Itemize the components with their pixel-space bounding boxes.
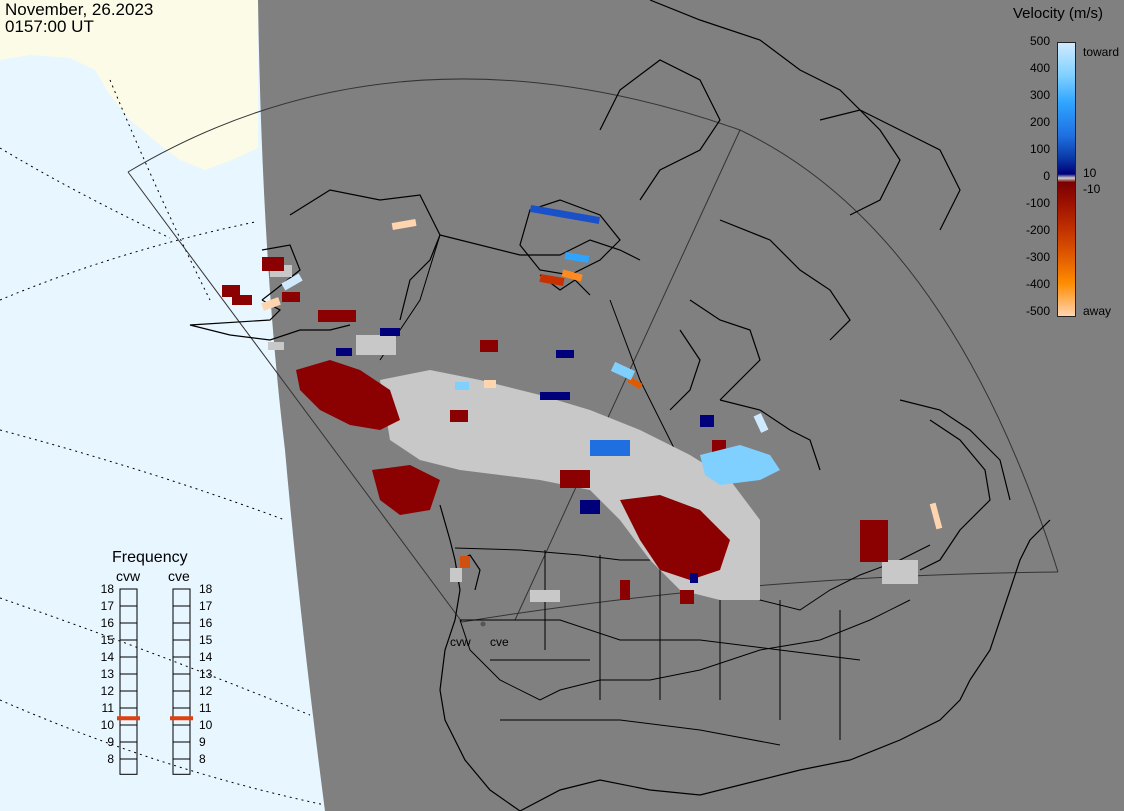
velocity-inner-label: -10 bbox=[1083, 182, 1101, 196]
frequency-tick-label: 8 bbox=[107, 752, 114, 766]
toward-velocity-echoes bbox=[281, 204, 780, 583]
velocity-tick: -200 bbox=[1025, 223, 1050, 237]
frequency-tick-label: 18 bbox=[100, 582, 114, 596]
frequency-tick-label: 15 bbox=[199, 633, 213, 647]
frequency-tick-label: 8 bbox=[199, 752, 206, 766]
frequency-tick-label: 11 bbox=[101, 701, 114, 715]
velocity-tick: -100 bbox=[1025, 196, 1050, 210]
frequency-tick-label: 10 bbox=[100, 718, 114, 732]
night-region bbox=[258, 0, 1124, 811]
velocity-tick: -500 bbox=[1025, 304, 1050, 318]
timestamp-time: 0157:00 UT bbox=[5, 17, 94, 36]
frequency-column bbox=[172, 588, 191, 775]
frequency-radar-cve: cve bbox=[168, 568, 190, 584]
radar-fov-outline bbox=[127, 78, 1059, 623]
frequency-column bbox=[119, 588, 138, 775]
frequency-tick-label: 14 bbox=[199, 650, 213, 664]
radar-site-marker bbox=[480, 621, 486, 627]
away-velocity-echoes bbox=[222, 218, 943, 604]
frequency-tick-label: 12 bbox=[100, 684, 114, 698]
frequency-radar-cvw: cvw bbox=[116, 568, 141, 584]
frequency-tick-label: 13 bbox=[199, 667, 213, 681]
frequency-tick-label: 14 bbox=[100, 650, 114, 664]
velocity-colorbar bbox=[1057, 42, 1076, 317]
velocity-inner-label: 10 bbox=[1083, 166, 1097, 180]
graticule bbox=[0, 79, 326, 806]
away-label: away bbox=[1083, 304, 1112, 318]
frequency-tick-label: 9 bbox=[199, 735, 206, 749]
coastlines bbox=[189, 0, 1051, 811]
frequency-title: Frequency bbox=[112, 549, 188, 566]
frequency-tick-label: 18 bbox=[199, 582, 213, 596]
velocity-tick: 400 bbox=[1029, 61, 1050, 75]
frequency-tick-label: 13 bbox=[100, 667, 114, 681]
velocity-tick: 0 bbox=[1043, 169, 1050, 183]
toward-label: toward bbox=[1083, 45, 1120, 59]
frequency-tick-label: 9 bbox=[107, 735, 114, 749]
velocity-tick: -300 bbox=[1025, 250, 1050, 264]
frequency-tick-label: 17 bbox=[199, 599, 213, 613]
velocity-tick: 100 bbox=[1029, 142, 1050, 156]
frequency-tick-label: 12 bbox=[199, 684, 213, 698]
frequency-tick-label: 15 bbox=[100, 633, 114, 647]
velocity-tick: 200 bbox=[1029, 115, 1050, 129]
frequency-tick-label: 16 bbox=[100, 616, 114, 630]
velocity-tick: -400 bbox=[1025, 277, 1050, 291]
frequency-tick-label: 17 bbox=[100, 599, 114, 613]
radar-label-cve: cve bbox=[490, 635, 509, 649]
velocity-tick: 500 bbox=[1029, 34, 1050, 48]
velocity-tick: 300 bbox=[1029, 88, 1050, 102]
velocity-legend-title: Velocity (m/s) bbox=[1013, 5, 1104, 22]
radar-label-cvw: cvw bbox=[450, 635, 471, 649]
daylight-land bbox=[0, 0, 258, 170]
frequency-tick-label: 10 bbox=[199, 718, 213, 732]
frequency-tick-label: 11 bbox=[199, 701, 212, 715]
frequency-tick-label: 16 bbox=[199, 616, 213, 630]
timestamp-date: November, 26.2023 bbox=[5, 0, 154, 19]
